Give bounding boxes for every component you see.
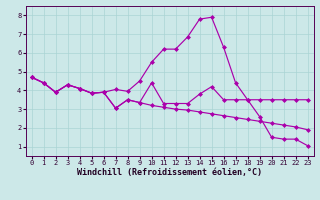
X-axis label: Windchill (Refroidissement éolien,°C): Windchill (Refroidissement éolien,°C) <box>77 168 262 177</box>
